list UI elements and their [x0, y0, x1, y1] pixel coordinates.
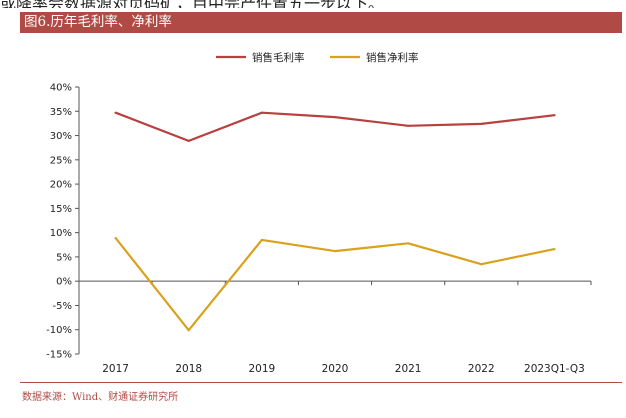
y-tick-label: 30%	[50, 131, 72, 142]
preceding-paragraph-text: 或降率会数据源对页码矿，目中完产件置五一步以下。	[0, 0, 626, 8]
series-2-point	[114, 236, 117, 240]
series-1-point	[407, 124, 410, 127]
x-tick-label: 2022	[468, 363, 495, 375]
series-2-point	[553, 248, 556, 251]
series-1-point	[333, 115, 337, 119]
y-tick-label: -5%	[53, 301, 72, 312]
series-2-point	[480, 263, 483, 266]
x-tick-label: 2019	[248, 363, 275, 375]
series-1-point	[480, 122, 483, 125]
y-tick-label: 5%	[56, 252, 72, 263]
y-tick-label: -10%	[46, 325, 72, 336]
series-1-point	[114, 111, 117, 114]
y-tick-label: 25%	[50, 155, 72, 166]
y-tick-label: 10%	[50, 228, 72, 239]
y-tick-label: 40%	[50, 83, 72, 94]
series-1-point	[553, 114, 556, 117]
legend-label-1: 销售毛利率	[252, 51, 305, 64]
y-tick-label: 0%	[56, 277, 72, 288]
series-1-point	[260, 111, 263, 114]
legend-label-2: 销售净利率	[366, 51, 419, 64]
line-chart: -15% -10% -5% 0% 5% 10% 15% 20% 25% 30% 35% 40% 2017…	[46, 51, 592, 375]
source-note: 数据来源：Wind、财通证券研究所	[22, 392, 179, 403]
series-2-point	[333, 249, 337, 253]
figure-title: 图6.历年毛利率、净利率	[24, 14, 172, 30]
x-tick-label: 2018	[175, 363, 202, 375]
figure-title-bar: 图6.历年毛利率、净利率	[20, 12, 622, 33]
x-tick-label: 2020	[322, 363, 349, 375]
x-tick-label: 2017	[102, 363, 129, 375]
y-tick-label: 20%	[50, 180, 72, 191]
source-divider	[20, 382, 622, 383]
x-tick-label: 2023Q1-Q3	[524, 363, 585, 375]
y-tick-label: -15%	[46, 350, 72, 361]
y-tick-label: 35%	[50, 107, 72, 118]
x-tick-label: 2021	[395, 363, 422, 375]
series-2-point	[260, 238, 263, 242]
series-1-point	[187, 139, 190, 142]
series-2-point	[187, 329, 190, 332]
y-tick-label: 15%	[50, 204, 72, 215]
series-2-point	[407, 242, 410, 245]
